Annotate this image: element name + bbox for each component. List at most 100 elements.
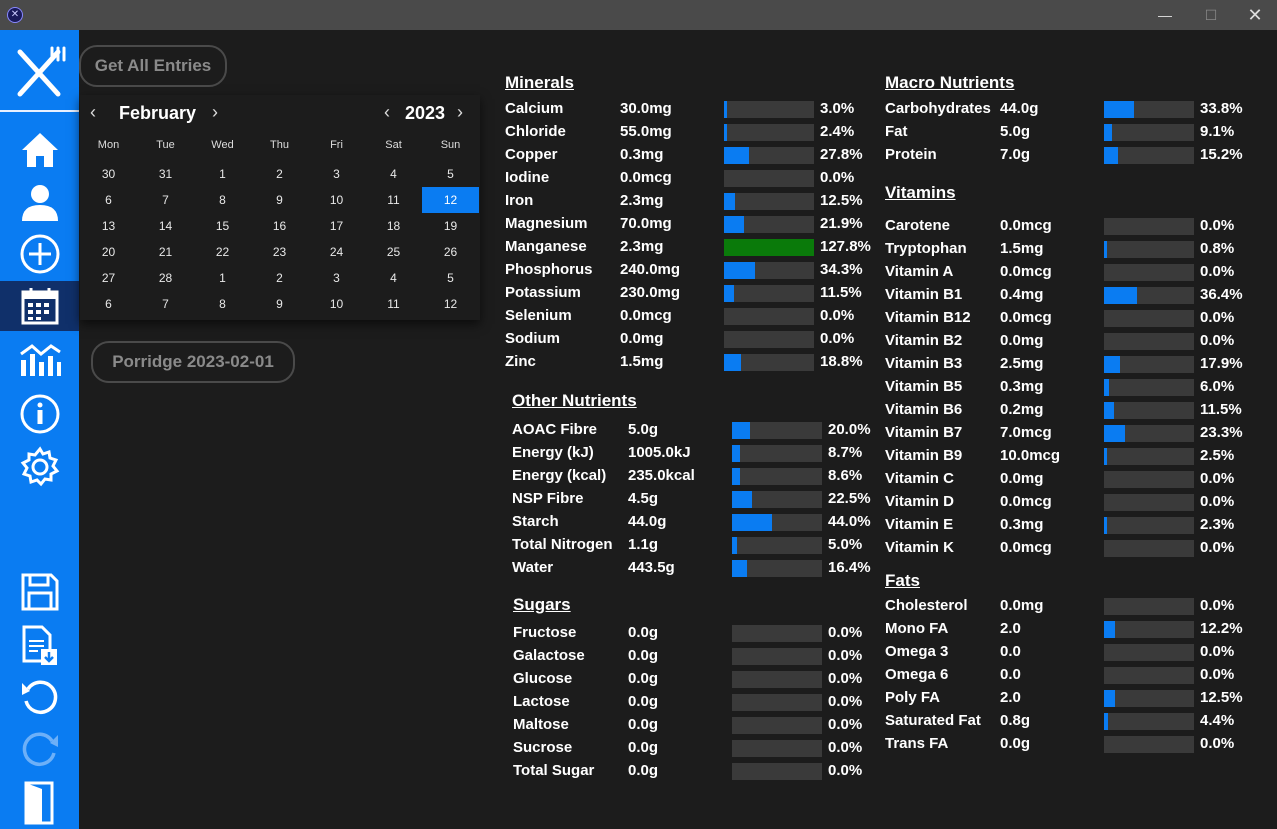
other-nutrients-row: Total Nitrogen 1.1g 5.0% xyxy=(512,536,888,559)
info-icon[interactable] xyxy=(0,389,79,439)
calendar-day[interactable]: 25 xyxy=(386,245,401,259)
nutrient-value: 44.0g xyxy=(1000,100,1039,117)
nutrient-progress-bar xyxy=(732,422,822,439)
minerals-row: Manganese 2.3mg 127.8% xyxy=(505,238,880,261)
calendar-day[interactable]: 2 xyxy=(276,271,283,285)
nutrient-value: 0.0mcg xyxy=(1000,309,1052,326)
calendar-day[interactable]: 11 xyxy=(387,297,400,311)
save-icon[interactable] xyxy=(0,567,79,617)
nutrient-percent: 2.5% xyxy=(1200,447,1235,464)
calendar-day[interactable]: 9 xyxy=(276,193,283,207)
nutrient-value: 0.0g xyxy=(628,647,659,664)
sugars-row: Fructose 0.0g 0.0% xyxy=(513,624,888,647)
nutrient-name: Vitamin A xyxy=(885,263,954,280)
calendar-day[interactable]: 11 xyxy=(387,193,400,207)
calendar-day[interactable]: 14 xyxy=(158,219,173,233)
nutrient-percent: 0.0% xyxy=(1200,539,1235,556)
calendar-day[interactable]: 23 xyxy=(272,245,287,259)
calendar-day[interactable]: 18 xyxy=(386,219,401,233)
calendar-day[interactable]: 13 xyxy=(101,219,116,233)
prev-year-icon[interactable]: ‹ xyxy=(384,102,390,122)
settings-icon[interactable] xyxy=(0,442,79,492)
calendar-day[interactable]: 6 xyxy=(105,193,112,207)
calendar-day[interactable]: 3 xyxy=(333,167,340,181)
calendar-day[interactable]: 4 xyxy=(390,271,397,285)
nutrient-progress-bar xyxy=(1104,101,1194,118)
chart-icon[interactable] xyxy=(0,333,79,383)
calendar-day[interactable]: 4 xyxy=(390,167,397,181)
calendar-day[interactable]: 7 xyxy=(162,193,169,207)
calendar-day[interactable]: 8 xyxy=(219,297,226,311)
calendar-day[interactable]: 2 xyxy=(276,167,283,181)
nutrient-percent: 0.0% xyxy=(1200,643,1235,660)
calendar-day[interactable]: 8 xyxy=(219,193,226,207)
other-nutrients-row: Energy (kJ) 1005.0kJ 8.7% xyxy=(512,444,888,467)
next-month-icon[interactable]: › xyxy=(212,102,218,122)
calendar-icon[interactable] xyxy=(0,281,79,331)
minimize-button[interactable]: — xyxy=(1158,7,1172,23)
calendar-day[interactable]: 10 xyxy=(329,193,344,207)
calendar-day[interactable]: 16 xyxy=(272,219,287,233)
nutrient-progress-bar xyxy=(732,694,822,711)
fats-row: Omega 3 0.0 0.0% xyxy=(885,643,1260,666)
calendar-day[interactable]: 5 xyxy=(447,271,454,285)
calendar-day[interactable]: 31 xyxy=(158,167,173,181)
calendar-day[interactable]: 1 xyxy=(219,167,226,181)
next-year-icon[interactable]: › xyxy=(457,102,463,122)
export-icon[interactable] xyxy=(0,621,79,671)
nutrient-progress-bar xyxy=(1104,471,1194,488)
calendar-day[interactable]: 22 xyxy=(215,245,230,259)
calendar-day[interactable]: 3 xyxy=(333,271,340,285)
calendar-day[interactable]: 24 xyxy=(329,245,344,259)
nutrient-percent: 3.0% xyxy=(820,100,855,117)
calendar-day[interactable]: 5 xyxy=(447,167,454,181)
calendar-day[interactable]: 17 xyxy=(329,219,344,233)
nutrient-progress-bar xyxy=(1104,356,1194,373)
get-all-entries-button[interactable]: Get All Entries xyxy=(79,45,227,87)
calendar-day[interactable]: 12 xyxy=(443,297,458,311)
exit-icon[interactable] xyxy=(0,778,79,828)
calendar-day[interactable]: 7 xyxy=(162,297,169,311)
home-icon[interactable] xyxy=(0,125,79,175)
calendar-day[interactable]: 19 xyxy=(443,219,458,233)
nutrient-percent: 0.0% xyxy=(828,670,863,687)
calendar-month[interactable]: February xyxy=(119,103,197,123)
calendar-day[interactable]: 21 xyxy=(158,245,173,259)
nutrient-name: Sucrose xyxy=(513,739,573,756)
undo-icon[interactable] xyxy=(0,673,79,723)
nutrient-progress-bar xyxy=(724,239,814,256)
calendar-day[interactable]: 30 xyxy=(101,167,116,181)
calendar-day[interactable]: 28 xyxy=(158,271,173,285)
nutrient-progress-bar xyxy=(1104,690,1194,707)
entry-porridge-button[interactable]: Porridge 2023-02-01 xyxy=(91,341,295,383)
maximize-button[interactable]: ☐ xyxy=(1204,7,1218,23)
calendar-day[interactable]: 12 xyxy=(422,187,479,213)
close-button[interactable]: ✕ xyxy=(1247,5,1263,25)
calendar-day[interactable]: 9 xyxy=(276,297,283,311)
redo-icon[interactable] xyxy=(0,725,79,775)
vitamins-row: Vitamin A 0.0mcg 0.0% xyxy=(885,263,1260,286)
calendar-day[interactable]: 26 xyxy=(443,245,458,259)
calendar-day[interactable]: 20 xyxy=(101,245,116,259)
nutrient-progress-fill xyxy=(1104,402,1115,419)
nutrient-progress-bar xyxy=(1104,644,1194,661)
calendar-day[interactable]: 1 xyxy=(219,271,226,285)
minerals-row: Iodine 0.0mcg 0.0% xyxy=(505,169,880,192)
sidebar xyxy=(0,30,79,829)
nutrient-name: Iodine xyxy=(505,169,550,186)
calendar-day[interactable]: 15 xyxy=(215,219,230,233)
profile-icon[interactable] xyxy=(0,177,79,227)
calendar-year[interactable]: 2023 xyxy=(405,103,446,123)
nutrient-name: Phosphorus xyxy=(505,261,593,278)
calendar-day[interactable]: 6 xyxy=(105,297,112,311)
add-icon[interactable] xyxy=(0,229,79,279)
nutrient-value: 5.0g xyxy=(1000,123,1031,140)
nutrient-name: Vitamin B5 xyxy=(885,378,963,395)
nutrient-progress-bar xyxy=(732,763,822,780)
calendar-day[interactable]: 27 xyxy=(101,271,116,285)
calendar-week-row: 13 14 15 16 17 18 19 xyxy=(80,213,480,239)
calendar-day[interactable]: 10 xyxy=(329,297,344,311)
prev-month-icon[interactable]: ‹ xyxy=(90,102,96,122)
nutrient-percent: 8.7% xyxy=(828,444,863,461)
minerals-row: Phosphorus 240.0mg 34.3% xyxy=(505,261,880,284)
